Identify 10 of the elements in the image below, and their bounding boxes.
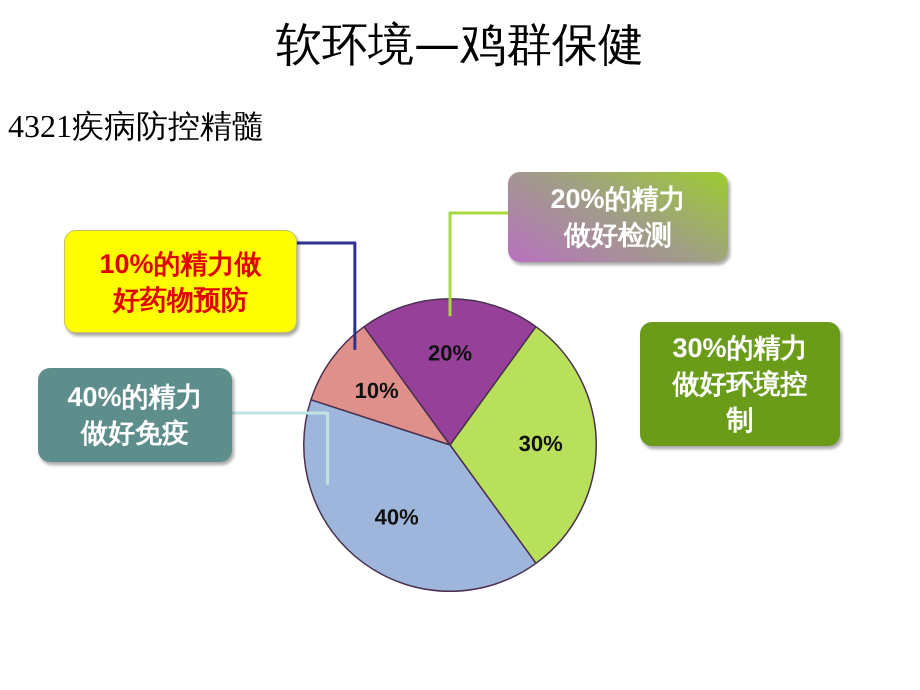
- data-label: 30%: [518, 431, 563, 456]
- data-label: 40%: [374, 504, 419, 530]
- chart-subtitle: 4321疾病防控精髓: [8, 107, 264, 146]
- slice-label: 30%的精力做好环境控制: [670, 332, 809, 437]
- data-label: 20%: [428, 340, 472, 366]
- chart-title: 软环境—鸡群保健: [275, 16, 645, 73]
- slice-label: 10%的精力做好药物预防: [98, 248, 263, 316]
- slice-label: 40%的精力做好免疫: [66, 381, 204, 450]
- data-label: 10%: [354, 378, 399, 403]
- slice-label: 20%的精力做好检测: [549, 183, 687, 252]
